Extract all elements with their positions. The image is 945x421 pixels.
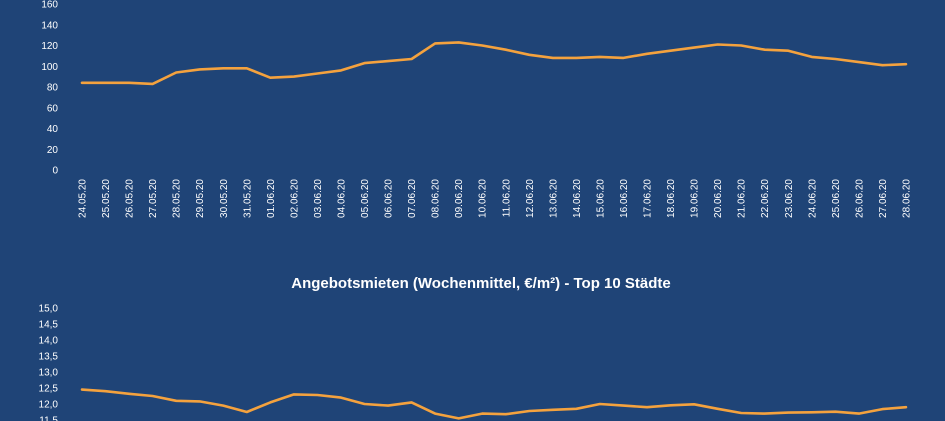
chart-1-x-tick-label: 27.06.20	[878, 179, 889, 218]
chart-1-x-tick-label: 31.05.20	[242, 179, 253, 218]
chart-1-series-line	[80, 41, 908, 86]
chart-1-y-tick-label: 60	[47, 103, 59, 114]
chart-2-y-tick-label: 13,0	[39, 368, 59, 379]
chart-1-y-tick-label: 160	[41, 0, 58, 11]
chart-1-x-tick-label: 23.06.20	[784, 179, 795, 218]
chart-1-x-tick-label: 03.06.20	[313, 179, 324, 218]
chart-1-x-tick-label: 14.06.20	[572, 179, 583, 218]
chart-1-y-tick-label: 0	[52, 166, 58, 177]
chart-2-y-tick-label: 12,0	[39, 400, 59, 411]
chart-1-x-tick-label: 05.06.20	[360, 179, 371, 218]
chart-2-y-tick-label: 13,5	[39, 352, 59, 363]
chart-1-x-tick-label: 04.06.20	[336, 179, 347, 218]
chart-1-y-tick-label: 120	[41, 41, 58, 52]
chart-1-y-tick-label: 100	[41, 62, 58, 73]
chart-1-y-tick-label: 80	[47, 83, 59, 94]
chart-1-x-tick-label: 11.06.20	[501, 179, 512, 218]
chart-2-y-tick-label: 14,5	[39, 320, 59, 331]
chart-1-x-tick-label: 17.06.20	[643, 179, 654, 218]
chart-1-x-tick-label: 02.06.20	[289, 179, 300, 218]
chart-1-x-tick-label: 20.06.20	[713, 179, 724, 218]
chart-2-y-tick-label: 12,5	[39, 384, 59, 395]
chart-1-y-tick-label: 140	[41, 20, 58, 31]
chart-1-x-tick-label: 10.06.20	[478, 179, 489, 218]
chart-1-x-tick-label: 18.06.20	[666, 179, 677, 218]
chart-1-x-tick-label: 28.06.20	[902, 179, 913, 218]
chart-2-title: Angebotsmieten (Wochenmittel, €/m²) - To…	[291, 275, 670, 292]
chart-1-x-tick-label: 15.06.20	[595, 179, 606, 218]
chart-1-x-tick-label: 27.05.20	[148, 179, 159, 218]
chart-1-x-tick-label: 24.06.20	[807, 179, 818, 218]
chart-1-x-tick-label: 25.06.20	[831, 179, 842, 218]
chart-1-y-tick-label: 20	[47, 145, 59, 156]
chart-2-y-tick-label: 14,0	[39, 336, 59, 347]
chart-1-x-tick-label: 26.05.20	[125, 179, 136, 218]
chart-1-x-tick-label: 06.06.20	[384, 179, 395, 218]
chart-1-x-tick-label: 01.06.20	[266, 179, 277, 218]
chart-1-x-tick-label: 09.06.20	[454, 179, 465, 218]
chart-1-x-tick-label: 30.05.20	[219, 179, 230, 218]
chart-1-x-tick-label: 13.06.20	[548, 179, 559, 218]
chart-1-x-tick-label: 08.06.20	[431, 179, 442, 218]
chart-1-x-tick-label: 29.05.20	[195, 179, 206, 218]
chart-1-x-tick-label: 22.06.20	[760, 179, 771, 218]
chart-1-x-tick-label: 16.06.20	[619, 179, 630, 218]
chart-1-x-tick-label: 28.05.20	[172, 179, 183, 218]
chart-1-x-tick-label: 25.05.20	[101, 179, 112, 218]
chart-1-x-tick-label: 12.06.20	[525, 179, 536, 218]
chart-1-x-tick-label: 24.05.20	[78, 179, 89, 218]
chart-1-x-tick-label: 19.06.20	[690, 179, 701, 218]
chart-1-x-tick-label: 21.06.20	[737, 179, 748, 218]
chart-2-y-tick-label: 15,0	[39, 304, 59, 315]
chart-1-x-tick-label: 26.06.20	[854, 179, 865, 218]
chart-1-y-tick-label: 40	[47, 124, 59, 135]
chart-2-series-line	[80, 388, 908, 420]
chart-2-y-tick-label: 11,5	[39, 416, 58, 421]
chart-1-x-tick-label: 07.06.20	[407, 179, 418, 218]
